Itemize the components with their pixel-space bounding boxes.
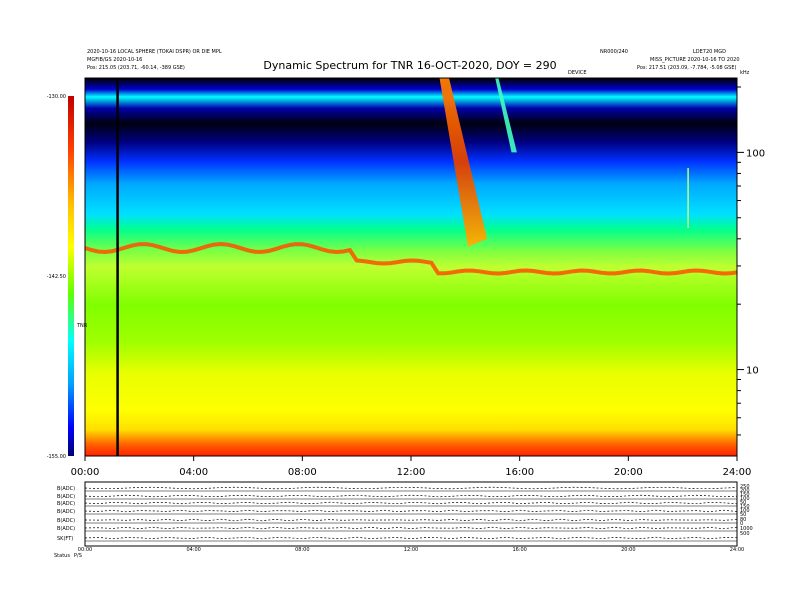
x-tick-label: 16:00 bbox=[505, 467, 534, 478]
header-center-small: DEVICE bbox=[568, 70, 587, 76]
panel-x-tick-label: 00:00 bbox=[78, 547, 92, 553]
panel-trace bbox=[84, 518, 738, 522]
panel-label: B(ADC) bbox=[57, 518, 75, 524]
panel-right-tick: 500 bbox=[740, 531, 750, 537]
x-axis: 00:00 04:00 08:00 12:00 16:00 20:00 24:00 bbox=[71, 456, 752, 478]
emission-band bbox=[84, 241, 738, 276]
header-corner-small: kHz bbox=[740, 70, 750, 76]
panel-trace bbox=[84, 494, 738, 498]
panel-right-tick: 100 bbox=[740, 496, 750, 502]
colorbar bbox=[68, 96, 74, 456]
panel-label: B(ADC) bbox=[57, 494, 75, 500]
x-tick-label: 08:00 bbox=[288, 467, 317, 478]
y-tick-label: 10 bbox=[746, 366, 759, 377]
x-tick-label: 04:00 bbox=[179, 467, 208, 478]
panel-right-tick: 80 bbox=[740, 517, 746, 523]
panel-trace bbox=[84, 486, 738, 490]
y-axis: 10 100 bbox=[737, 86, 765, 436]
spectrogram-area bbox=[85, 78, 737, 456]
panel-x-tick-label: 20:00 bbox=[621, 547, 635, 553]
panel-label: SK(FT) bbox=[57, 536, 73, 542]
chart-title: Dynamic Spectrum for TNR 16-OCT-2020, DO… bbox=[263, 59, 556, 72]
header-right-line2: LDE720 MGD bbox=[693, 49, 726, 55]
panel-x-tick-label: 24:00 bbox=[730, 547, 744, 553]
colorbar-label: TNR bbox=[76, 323, 88, 329]
panel-right-tick: 0 bbox=[740, 521, 743, 527]
panel-label: B(ADC) bbox=[57, 501, 75, 507]
radio-burst-2 bbox=[495, 78, 517, 153]
panel-x-tick-label: 12:00 bbox=[404, 547, 418, 553]
header-left-line3: Pos: 215.05 (203.71, -60.14, -389 GSE) bbox=[87, 65, 185, 71]
x-tick-label: 24:00 bbox=[723, 467, 752, 478]
header-left-line1: 2020-10-16 LOCAL SPHERE (TOKAI DSPR) OR … bbox=[87, 49, 222, 55]
y-tick-label: 100 bbox=[746, 148, 765, 159]
panel-trace bbox=[84, 501, 738, 505]
panel-label: B(ADC) bbox=[57, 526, 75, 532]
x-tick-label: 00:00 bbox=[71, 467, 100, 478]
lower-panels: B(ADC)B(ADC)B(ADC)B(ADC)B(ADC)B(ADC)SK(F… bbox=[57, 481, 753, 553]
panel-right-tick: 1000 bbox=[740, 526, 753, 532]
spectrogram-overlay bbox=[84, 78, 738, 456]
colorbar-ticks: -130.00 -142.50 -155.00 bbox=[47, 94, 66, 460]
panel-x-tick-label: 08:00 bbox=[295, 547, 309, 553]
panel-right-tick: 100 bbox=[740, 508, 750, 514]
panel-x-tick-label: 16:00 bbox=[512, 547, 526, 553]
status-label: Status bbox=[54, 553, 70, 559]
header-right-line3: MISS_PICTURE 2020-10-16 TO 2020 bbox=[650, 57, 740, 63]
panel-right-tick: 50 bbox=[740, 512, 746, 518]
header-right-line1: NR000/240 bbox=[600, 49, 628, 55]
x-tick-label: 20:00 bbox=[614, 467, 643, 478]
panel-right-tick: 200 bbox=[740, 488, 750, 494]
panel-trace bbox=[84, 526, 738, 530]
colorbar-tick-label: -130.00 bbox=[47, 94, 66, 100]
panel-right-tick: 150 bbox=[740, 492, 750, 498]
panel-right-tick: 150 bbox=[740, 504, 750, 510]
panel-right-tick: 250 bbox=[740, 484, 750, 490]
colorbar-tick-label: -155.00 bbox=[47, 454, 66, 460]
panel-right-tick: 50 bbox=[740, 500, 746, 506]
panel-x-tick-label: 04:00 bbox=[186, 547, 200, 553]
status-value: P/S bbox=[74, 553, 82, 559]
panel-trace bbox=[84, 509, 738, 513]
x-tick-label: 12:00 bbox=[397, 467, 426, 478]
panel-label: B(ADC) bbox=[57, 509, 75, 515]
radio-burst-1 bbox=[439, 78, 488, 247]
header-right-line4: Pos: 217.51 (203.09, -7.784, -5.08 GSE) bbox=[637, 65, 737, 71]
header-left-line2: MGFIB/GS 2020-10-16 bbox=[87, 57, 142, 63]
panel-label: B(ADC) bbox=[57, 486, 75, 492]
panel-trace bbox=[84, 536, 738, 540]
colorbar-tick-label: -142.50 bbox=[47, 274, 66, 280]
